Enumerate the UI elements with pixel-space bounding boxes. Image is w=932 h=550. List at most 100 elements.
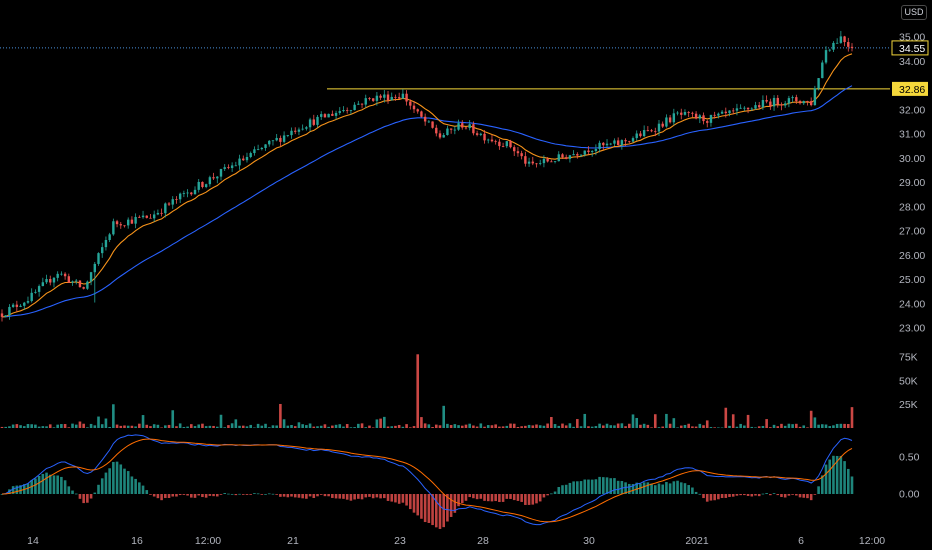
volume-bar [160, 427, 163, 428]
candle-body [750, 108, 753, 110]
candle-body [646, 130, 650, 131]
macd-histogram-bar [390, 494, 394, 502]
macd-histogram-bar [472, 494, 475, 499]
volume-bar [817, 424, 820, 428]
candle-body [472, 124, 475, 134]
volume-bar [394, 425, 397, 428]
volume-bar [256, 423, 260, 428]
candle-body [178, 193, 182, 200]
volume-bar [824, 424, 828, 428]
volume-bar [568, 423, 572, 428]
macd-histogram-bar [835, 455, 839, 494]
macd-histogram-bar [401, 494, 405, 503]
volume-bar [564, 425, 568, 428]
candle-body [706, 121, 709, 123]
volume-bar [308, 423, 312, 428]
candle-body [308, 119, 312, 128]
candle-body [112, 221, 115, 235]
volume-bar [609, 425, 613, 428]
volume-bar [138, 423, 141, 428]
candle-body [613, 140, 616, 144]
macd-histogram-bar [605, 477, 609, 494]
volume-bar [368, 425, 371, 428]
candle-body [672, 113, 676, 123]
volume-bar [119, 425, 123, 428]
macd-histogram-bar [720, 494, 724, 498]
candle-body [323, 114, 327, 118]
volume-bar [267, 427, 271, 428]
macd-histogram-bar [293, 494, 297, 498]
volume-bar [668, 423, 672, 428]
candle-body [108, 234, 111, 241]
macd-histogram-bar [249, 494, 252, 495]
volume-bar [724, 407, 728, 428]
macd-histogram-bar [676, 480, 679, 494]
candle-body [208, 177, 212, 185]
currency-badge[interactable]: USD [901, 5, 927, 20]
volume-bar [561, 423, 564, 428]
candle-body [138, 216, 141, 218]
candle-body [513, 147, 516, 152]
macd-histogram-bar [516, 494, 520, 501]
volume-bar [828, 426, 832, 428]
volume-bar [661, 426, 664, 428]
candle-body [182, 193, 186, 194]
volume-bar [93, 425, 97, 428]
candle-body [765, 100, 768, 102]
macd-histogram-bar [178, 494, 182, 496]
candle-body [798, 101, 802, 104]
volume-bar [290, 425, 293, 428]
macd-histogram-bar [342, 494, 345, 499]
volume-bar [783, 425, 787, 428]
time-tick-label: 14 [27, 535, 39, 547]
candle-body [360, 103, 364, 105]
macd-histogram-bar [397, 494, 401, 504]
volume-bar [572, 426, 575, 428]
candle-body [676, 112, 679, 114]
candle-body [219, 168, 223, 177]
volume-bar [594, 426, 598, 428]
macd-histogram-bar [86, 494, 89, 503]
macd-histogram-bar [338, 494, 342, 499]
macd-histogram-bar [156, 494, 160, 499]
candle-body [572, 154, 575, 156]
candle-body [101, 247, 104, 254]
macd-histogram-bar [253, 493, 256, 494]
macd-histogram-bar [56, 475, 59, 494]
volume-bar [798, 426, 802, 428]
macd-histogram-bar [802, 494, 806, 498]
candle-body [115, 221, 119, 225]
candle-body [249, 153, 252, 158]
volume-bar [97, 416, 100, 428]
volume-bar [761, 425, 765, 428]
macd-histogram-bar [531, 494, 535, 505]
time-tick-label: 21 [287, 535, 299, 547]
candle-body [279, 137, 282, 142]
macd-histogram-bar [468, 494, 471, 498]
macd-histogram-bar [52, 475, 56, 494]
candle-body [405, 93, 408, 102]
candle-body [828, 49, 831, 51]
candle-body [609, 143, 612, 145]
macd-histogram-bar [160, 494, 163, 501]
candle-body [4, 315, 7, 317]
volume-bar [516, 426, 520, 428]
candle-body [19, 305, 22, 307]
candle-body [167, 203, 171, 205]
volume-bar [63, 424, 67, 428]
candle-body [602, 142, 605, 146]
candle-body [694, 113, 698, 119]
candle-body [702, 115, 705, 122]
macd-histogram-bar [134, 478, 137, 494]
macd-histogram-bar [93, 492, 97, 494]
volume-bar [60, 424, 63, 428]
volume-tick-label: 75K [899, 352, 918, 364]
volume-bar [850, 407, 854, 428]
macd-histogram-bar [256, 493, 260, 495]
macd-histogram-bar [453, 494, 457, 513]
macd-histogram-bar [542, 494, 546, 498]
volume-bar [379, 418, 382, 428]
candle-body [82, 287, 85, 289]
candle-body [86, 281, 89, 289]
macd-histogram-bar [557, 487, 561, 494]
